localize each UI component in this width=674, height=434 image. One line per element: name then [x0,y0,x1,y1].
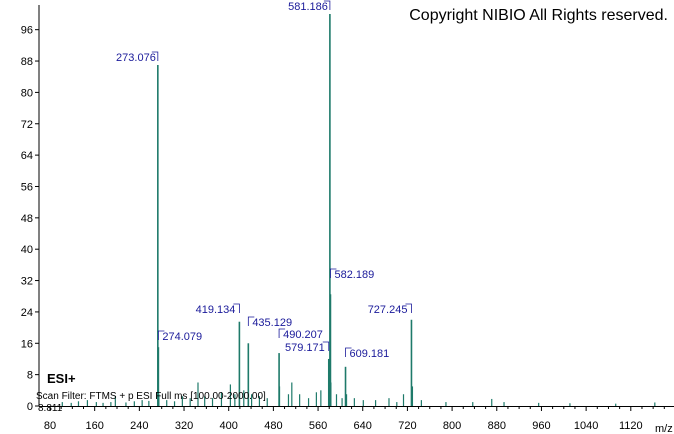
peak-label: 581.186 [288,1,328,13]
x-tick-label: 160 [85,420,103,432]
peak-label: 435.129 [252,317,292,329]
x-tick-label: 240 [130,420,148,432]
ion-mode-label: ESI+ [47,371,76,386]
peak-label-bracket [247,316,255,326]
x-tick-label: 1120 [619,420,643,432]
y-tick-label: 0 [27,401,33,413]
x-tick-label: 640 [354,420,372,432]
x-tick-label: 320 [175,420,193,432]
y-tick-label: 80 [21,87,33,99]
copyright-text: Copyright NIBIO All Rights reserved. [409,7,668,24]
y-tick-label: 8 [27,370,33,382]
x-tick-label: 960 [532,420,550,432]
x-tick-label: 480 [264,420,282,432]
scan-filter-text: Scan Filter: FTMS + p ESI Full ms [100.0… [36,391,266,402]
x-tick-label: 800 [443,420,461,432]
x-tick-label: 560 [309,420,327,432]
x-axis-label: m/z [655,423,673,434]
y-tick-label: 72 [21,119,33,131]
y-tick-label: 88 [21,56,33,68]
base-value-text: 8.811 [38,403,63,414]
x-tick-label: 720 [398,420,416,432]
y-tick-label: 96 [21,25,33,37]
peak-label-bracket [405,303,412,313]
x-tick-label: 880 [488,420,506,432]
peak-label-bracket [151,51,159,61]
peak-label: 490.207 [283,329,323,341]
y-tick-label: 32 [21,276,33,288]
peak-label: 273.076 [116,52,156,64]
y-tick-label: 64 [21,150,33,162]
peak-label-bracket [322,341,330,351]
peak-labels-group: 581.186 273.076 582.189 727.245 419.134 435.1… [116,0,412,360]
y-tick-label: 16 [21,338,33,350]
peak-label-bracket [330,268,337,278]
peak-label-bracket [345,347,352,357]
y-tick-label: 48 [21,213,33,225]
y-tick-label: 40 [21,244,33,256]
x-tick-label: 80 [44,420,56,432]
peak-label-bracket [157,330,165,340]
y-tick-label: 24 [21,307,33,319]
peak-label-bracket [323,0,331,10]
peak-label: 582.189 [334,269,374,281]
chart-axes: 0 8 16 24 32 40 48 56 64 72 80 88 96 80 160 240 320 400 48… [21,5,674,432]
x-tick-label: 1040 [574,420,598,432]
peak-label: 579.171 [285,342,325,354]
y-tick-label: 56 [21,181,33,193]
peak-label: 727.245 [368,304,408,316]
x-tick-label: 400 [220,420,238,432]
peak-label: 609.181 [350,348,390,360]
peak-label: 419.134 [196,304,236,316]
peak-label-bracket [278,328,286,338]
peak-label-bracket [233,303,240,313]
peak-label: 274.079 [162,331,202,343]
labeled-peaks-group [157,14,413,406]
